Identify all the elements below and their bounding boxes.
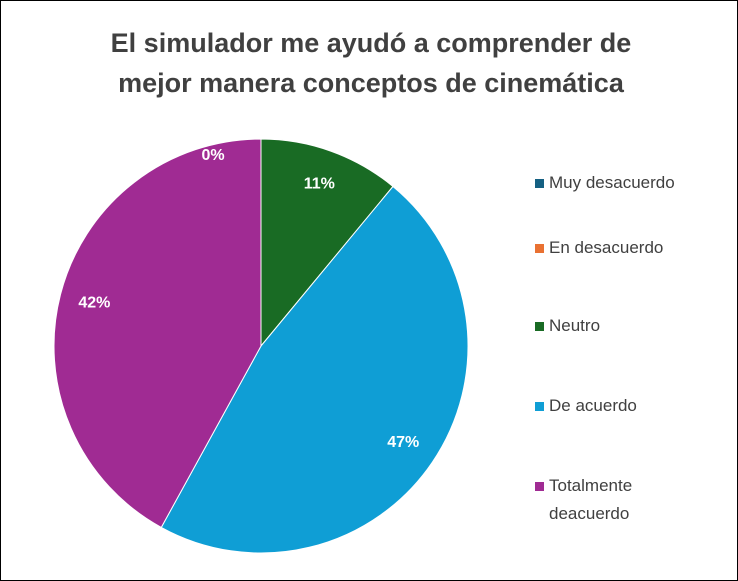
pie-slice: [160, 185, 469, 554]
legend-swatch: [535, 322, 544, 331]
legend-label: En desacuerdo: [549, 238, 664, 257]
pie-slice: [53, 138, 262, 529]
data-label: 47%: [387, 434, 419, 451]
legend-entry: Muy desacuerdo: [535, 169, 699, 197]
legend-entry: En desacuerdo: [535, 234, 699, 262]
chart-title: El simulador me ayudó a comprender de me…: [110, 28, 632, 98]
data-label: 42%: [78, 294, 110, 311]
legend-entry: De acuerdo: [535, 392, 699, 420]
data-label: 0%: [201, 147, 224, 164]
pie-slice: [260, 138, 394, 348]
legend-label: De acuerdo: [549, 396, 637, 415]
legend-swatch: [535, 482, 544, 491]
legend-label: Neutro: [549, 316, 601, 335]
legend-swatch: [535, 179, 544, 188]
legend-entry: Totalmente deacuerdo: [535, 472, 649, 528]
data-label: 11%: [304, 175, 335, 192]
legend-label: Totalmente deacuerdo: [549, 476, 633, 523]
legend-entry: Neutro: [535, 312, 699, 340]
legend-swatch: [535, 402, 544, 411]
legend-label: Muy desacuerdo: [549, 173, 675, 192]
legend-swatch: [535, 244, 544, 253]
